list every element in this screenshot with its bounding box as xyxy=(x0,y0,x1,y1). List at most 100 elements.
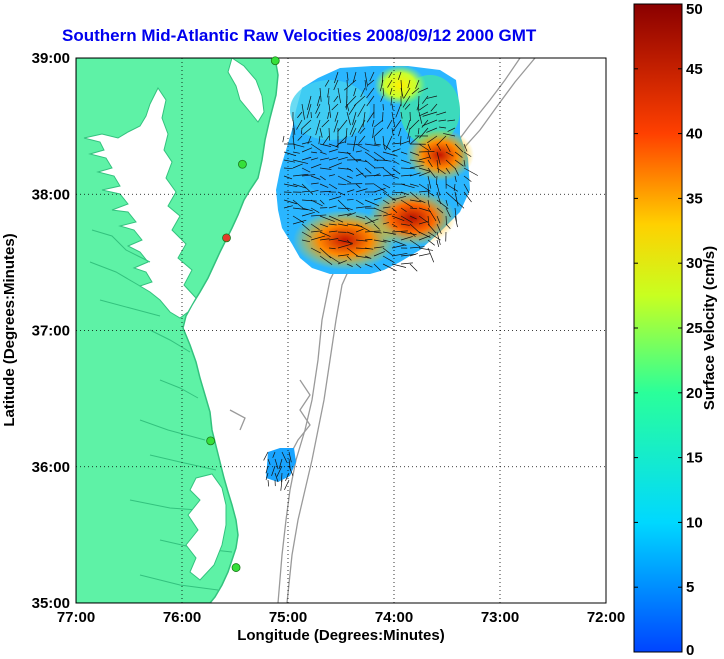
velocity-vector xyxy=(427,215,430,227)
velocity-vector xyxy=(306,103,312,119)
colorbar-tick-label: 35 xyxy=(686,190,703,207)
velocity-vector xyxy=(301,103,305,120)
velocity-vector xyxy=(301,231,312,238)
velocity-vector xyxy=(364,71,368,87)
station-marker xyxy=(270,56,280,66)
velocity-vector xyxy=(310,214,327,217)
velocity-vector xyxy=(391,195,407,201)
velocity-vector xyxy=(418,207,431,212)
velocity-vector xyxy=(337,223,348,227)
velocity-vector xyxy=(346,199,354,201)
velocity-vector xyxy=(310,182,319,185)
x-tick-label: 74:00 xyxy=(375,609,413,626)
velocity-vector xyxy=(436,111,447,116)
velocity-vector xyxy=(436,215,441,224)
velocity-vector xyxy=(328,157,339,161)
velocity-vector xyxy=(391,159,400,165)
y-tick-label: 38:00 xyxy=(32,186,70,203)
velocity-vector xyxy=(364,263,373,268)
velocity-vector xyxy=(346,189,355,193)
velocity-vector xyxy=(445,159,457,170)
velocity-vector xyxy=(418,199,426,204)
velocity-vector xyxy=(364,215,375,224)
velocity-vector xyxy=(328,127,330,141)
velocity-vector xyxy=(301,211,315,217)
velocity-vector xyxy=(391,167,401,175)
y-tick-labels: 39:00 38:00 37:00 36:00 35:00 xyxy=(32,50,70,612)
velocity-vector xyxy=(366,95,375,107)
velocity-vector xyxy=(364,159,376,169)
velocity-vector xyxy=(358,135,366,145)
colorbar xyxy=(633,3,683,653)
velocity-vector xyxy=(333,79,339,91)
velocity-vector xyxy=(409,246,425,249)
velocity-vector xyxy=(415,79,420,89)
velocity-vector xyxy=(334,111,339,122)
velocity-vector xyxy=(426,127,438,133)
velocity-vector xyxy=(328,230,338,233)
velocity-vector xyxy=(346,231,355,235)
y-axis-label: Latitude (Degrees:Minutes) xyxy=(1,233,18,426)
y-tick-label: 37:00 xyxy=(32,323,70,340)
velocity-vector xyxy=(297,111,303,118)
velocity-vector xyxy=(391,175,399,179)
velocity-vector xyxy=(454,207,457,222)
velocity-vector xyxy=(292,183,307,189)
velocity-vector xyxy=(391,103,394,111)
velocity-vector xyxy=(310,223,320,230)
velocity-vector xyxy=(321,119,330,128)
velocity-vector xyxy=(355,223,370,232)
velocity-vector xyxy=(292,199,304,209)
velocity-vector xyxy=(364,255,372,259)
velocity-vector xyxy=(355,167,367,178)
velocity-vector xyxy=(315,119,321,136)
velocity-vector xyxy=(319,255,333,265)
colorbar-ticks: 0 5 10 15 20 25 30 35 40 45 50 xyxy=(634,1,703,659)
velocity-field xyxy=(263,65,478,491)
velocity-vector xyxy=(427,223,437,234)
colorbar-tick-label: 0 xyxy=(686,642,694,659)
velocity-vector xyxy=(380,95,384,102)
velocity-vector xyxy=(372,127,375,139)
velocity-vector xyxy=(407,79,411,89)
velocity-vector xyxy=(391,239,407,246)
station-marker xyxy=(206,436,216,446)
velocity-vector xyxy=(391,244,406,249)
velocity-vector xyxy=(409,239,421,248)
velocity-vector xyxy=(310,207,320,213)
velocity-vector xyxy=(373,223,380,230)
velocity-vector xyxy=(301,147,313,153)
velocity-vector xyxy=(337,87,342,104)
velocity-vector xyxy=(419,127,429,139)
velocity-vector xyxy=(445,223,451,230)
velocity-vector xyxy=(328,174,336,177)
velocity-vector xyxy=(454,151,463,158)
velocity-vector xyxy=(337,254,350,257)
velocity-vector xyxy=(328,247,336,250)
velocity-vector xyxy=(436,135,447,146)
velocity-vector xyxy=(337,207,347,210)
velocity-vector xyxy=(355,228,364,233)
velocity-vector xyxy=(346,175,353,179)
velocity-vector xyxy=(319,87,322,102)
velocity-vector xyxy=(418,215,429,223)
velocity-vector xyxy=(445,151,454,157)
velocity-vector xyxy=(406,119,411,130)
station-marker xyxy=(222,233,231,243)
velocity-vector xyxy=(421,119,429,128)
velocity-vector xyxy=(337,183,347,185)
velocity-vector xyxy=(352,111,357,125)
grid-lines xyxy=(76,58,606,603)
velocity-vector xyxy=(353,87,357,97)
velocity-vector xyxy=(283,151,297,157)
velocity-vector xyxy=(288,451,292,463)
velocity-vector xyxy=(400,167,415,170)
velocity-vector xyxy=(300,127,303,135)
velocity-vector xyxy=(374,127,384,137)
velocity-vector xyxy=(445,199,448,206)
velocity-vector xyxy=(371,119,375,127)
velocity-vector xyxy=(364,230,381,233)
x-tick-label: 75:00 xyxy=(269,609,307,626)
velocity-vector xyxy=(400,223,410,226)
